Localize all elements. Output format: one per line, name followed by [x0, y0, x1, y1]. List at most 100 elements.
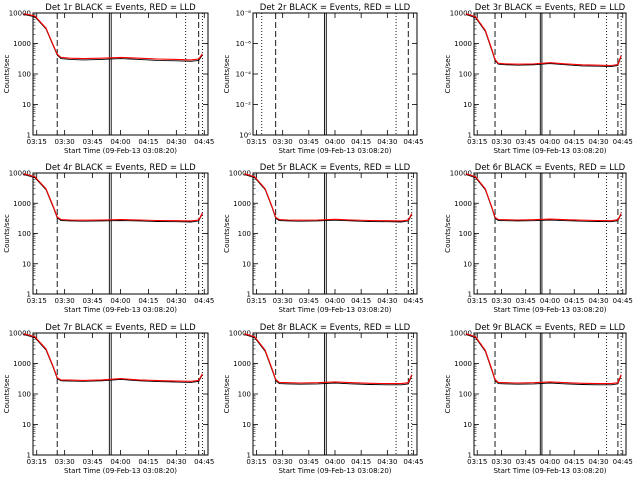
y-tick-label: 1	[247, 452, 251, 460]
y-axis-label: Counts/sec	[3, 375, 11, 414]
y-tick-label: 10⁻⁶	[236, 40, 252, 48]
x-tick-label: 04:30	[588, 138, 608, 146]
x-tick-label: 04:15	[564, 458, 584, 466]
x-tick-label: 03:45	[516, 297, 536, 305]
x-axis-label: Start Time (09-Feb-13 03:08:20)	[278, 306, 391, 314]
x-tick-label: 03:30	[273, 297, 293, 305]
events-series-line	[244, 173, 413, 223]
x-tick-label: 03:45	[82, 138, 102, 146]
y-tick-label: 1000	[454, 360, 472, 368]
y-tick-label: 100	[18, 391, 31, 399]
panel-title: Det 3r BLACK = Events, RED = LLD	[475, 3, 626, 13]
x-tick-label: 03:15	[467, 458, 487, 466]
y-tick-label: 1000	[233, 360, 251, 368]
panel-title: Det 9r BLACK = Events, RED = LLD	[475, 323, 626, 333]
y-tick-label: 100	[18, 71, 31, 79]
y-tick-label: 100	[18, 230, 31, 238]
x-tick-label: 03:30	[491, 297, 511, 305]
x-tick-label: 04:45	[194, 297, 214, 305]
y-tick-label: 1000	[454, 200, 472, 208]
x-tick-label: 04:15	[351, 458, 371, 466]
y-tick-label: 1	[27, 132, 31, 140]
events-series-line	[23, 333, 203, 383]
x-tick-label: 04:45	[403, 297, 423, 305]
x-tick-label: 03:15	[27, 138, 47, 146]
y-tick-label: 100	[459, 71, 472, 79]
y-tick-label: 10000	[450, 10, 472, 18]
x-tick-label: 03:45	[299, 297, 319, 305]
x-tick-label: 03:45	[299, 458, 319, 466]
x-tick-label: 03:30	[491, 458, 511, 466]
lld-series-line	[23, 13, 203, 61]
axes-frame	[252, 332, 418, 456]
y-tick-label: 10	[463, 421, 472, 429]
axes-frame	[473, 332, 627, 456]
x-tick-label: 04:00	[325, 138, 345, 146]
y-tick-label: 10	[463, 260, 472, 268]
x-tick-label: 04:45	[613, 138, 633, 146]
x-tick-label: 04:30	[588, 297, 608, 305]
events-series-line	[244, 333, 413, 386]
x-axis-label: Start Time (09-Feb-13 03:08:20)	[64, 306, 177, 314]
x-tick-label: 04:00	[110, 458, 130, 466]
x-tick-label: 04:45	[613, 297, 633, 305]
y-tick-label: 10⁰	[239, 132, 251, 140]
x-tick-label: 04:30	[166, 458, 186, 466]
panel-det-1r: Det 1r BLACK = Events, RED = LLD 1 10 100 10…	[3, 3, 214, 155]
y-tick-label: 10000	[229, 170, 251, 178]
events-series-line	[465, 333, 622, 386]
x-tick-label: 04:00	[540, 138, 560, 146]
x-tick-label: 04:00	[540, 297, 560, 305]
y-tick-label: 10000	[450, 330, 472, 338]
panel-det-7r: Det 7r BLACK = Events, RED = LLD 1 10 100 10…	[3, 323, 214, 475]
x-tick-label: 03:30	[55, 297, 75, 305]
panel-title: Det 2r BLACK = Events, RED = LLD	[260, 3, 411, 13]
panel-title: Det 7r BLACK = Events, RED = LLD	[45, 323, 196, 333]
x-tick-label: 03:45	[82, 297, 102, 305]
x-tick-label: 03:45	[299, 138, 319, 146]
lld-series-line	[465, 333, 622, 385]
y-axis-label: Counts/sec	[223, 375, 231, 414]
x-tick-label: 03:30	[273, 458, 293, 466]
x-tick-label: 03:45	[516, 458, 536, 466]
lld-series-line	[23, 173, 203, 222]
panel-det-4r: Det 4r BLACK = Events, RED = LLD 1 10 100 10…	[3, 163, 214, 314]
x-tick-label: 04:30	[166, 297, 186, 305]
x-tick-label: 04:45	[403, 458, 423, 466]
y-tick-label: 100	[459, 230, 472, 238]
x-tick-label: 04:30	[377, 458, 397, 466]
panel-title: Det 1r BLACK = Events, RED = LLD	[45, 3, 196, 13]
y-tick-label: 1000	[233, 200, 251, 208]
panel-det-8r: Det 8r BLACK = Events, RED = LLD 1 10 100 10…	[223, 323, 424, 475]
y-tick-label: 1	[468, 132, 472, 140]
x-tick-label: 03:15	[27, 458, 47, 466]
x-tick-label: 03:15	[27, 297, 47, 305]
x-tick-label: 03:15	[246, 138, 266, 146]
x-tick-label: 04:15	[351, 297, 371, 305]
x-tick-label: 04:30	[166, 138, 186, 146]
y-tick-label: 10⁻²	[236, 101, 252, 109]
y-tick-label: 10000	[450, 170, 472, 178]
y-tick-label: 1000	[13, 360, 31, 368]
axes-frame	[252, 172, 418, 295]
y-tick-label: 1000	[454, 40, 472, 48]
x-tick-label: 04:45	[403, 138, 423, 146]
x-tick-label: 04:45	[613, 458, 633, 466]
y-tick-label: 10000	[9, 330, 31, 338]
x-tick-label: 04:15	[564, 138, 584, 146]
x-tick-label: 04:30	[377, 138, 397, 146]
y-tick-label: 10	[242, 421, 251, 429]
lld-series-line	[465, 13, 622, 67]
axes-frame	[32, 12, 209, 136]
lld-series-line	[465, 173, 622, 222]
events-series-line	[23, 173, 203, 223]
y-tick-label: 10	[22, 260, 31, 268]
y-tick-label: 10	[22, 421, 31, 429]
y-tick-label: 10000	[9, 10, 31, 18]
y-tick-label: 10000	[9, 170, 31, 178]
panel-title: Det 6r BLACK = Events, RED = LLD	[475, 163, 626, 173]
x-tick-label: 03:15	[467, 297, 487, 305]
x-tick-label: 04:00	[540, 458, 560, 466]
y-tick-label: 1000	[13, 200, 31, 208]
